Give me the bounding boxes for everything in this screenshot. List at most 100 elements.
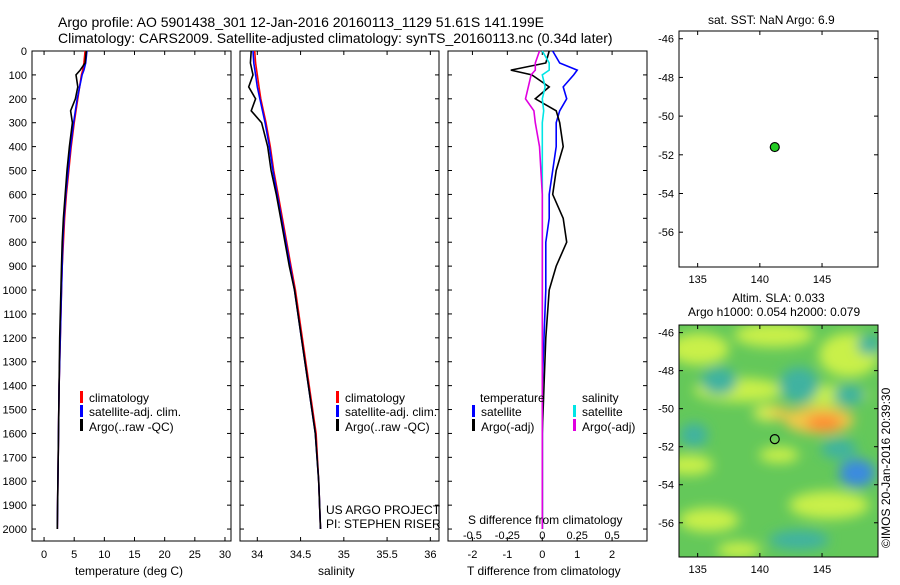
- legend-temperature-header: temperature: [480, 391, 545, 405]
- map-y-tick-label: -56: [658, 227, 674, 239]
- map-y-tick-label: -46: [658, 328, 674, 340]
- argo-location-point: [769, 141, 780, 153]
- depth-tick-label: 1200: [3, 333, 27, 345]
- difference-frame: [447, 50, 648, 542]
- depth-tick-label: 400: [9, 142, 27, 154]
- x-tick-label: 35: [338, 549, 350, 561]
- x-tick-label: -2: [468, 549, 478, 561]
- argo-location-point: [769, 433, 780, 445]
- sst-map-panel: sat. SST: NaN Argo: 6.9 135 140 145 -46 -48 -…: [658, 13, 879, 286]
- depth-tick-label: 500: [9, 166, 27, 178]
- x-tick-label: 34.5: [290, 549, 311, 561]
- legend-swatch-sal-satellite: [573, 405, 576, 417]
- map-y-tick-label: -48: [658, 72, 674, 84]
- legend-swatch-sal-argo: [573, 419, 576, 431]
- salinity-panel: 34 34.5 35 35.5 36 salinity climatology sate…: [239, 50, 441, 578]
- legend-swatch-argo: [80, 419, 83, 431]
- map-y-tick-label: -50: [658, 111, 674, 123]
- legend-swatch-climatology: [80, 391, 83, 403]
- legend-salinity-header: salinity: [582, 391, 619, 405]
- argo-line: [56, 50, 88, 530]
- legend-swatch-argo: [336, 419, 339, 431]
- x-tick-label: 25: [189, 549, 201, 561]
- sla-map-frame: [678, 324, 879, 558]
- depth-tick-label: 1900: [3, 500, 27, 512]
- map-x-tick-label: 135: [688, 274, 706, 286]
- x-tick-label: 35.5: [376, 549, 397, 561]
- legend-temp-argo: Argo(-adj): [481, 420, 534, 434]
- x-tick-label: 0: [41, 549, 47, 561]
- map-x-tick-label: 140: [751, 274, 769, 286]
- salinity-series: [247, 50, 322, 530]
- depth-tick-label: 300: [9, 118, 27, 130]
- legend-argo: Argo(..raw -QC): [345, 420, 430, 434]
- sla-heatmap: [679, 325, 878, 557]
- depth-tick-label: 1800: [3, 476, 27, 488]
- depth-tick-label: 1100: [3, 309, 27, 321]
- legend-temp-satellite: satellite: [481, 405, 522, 419]
- depth-tick-labels: 0 100 200 300 400 500 600 700 800 900 1000 1100 1200…: [3, 46, 27, 536]
- depth-tick-label: 200: [9, 94, 27, 106]
- map-y-tick-label: -54: [658, 188, 674, 200]
- legend-swatch-satellite: [80, 405, 83, 417]
- s-difference-tick-labels: -0.5 -0.25 0 0.25 0.5: [463, 530, 620, 542]
- legend-climatology: climatology: [345, 391, 405, 405]
- salinity-frame: [239, 50, 440, 542]
- depth-tick-label: 2000: [3, 524, 27, 536]
- depth-tick-label: 900: [9, 261, 27, 273]
- depth-tick-label: 1500: [3, 405, 27, 417]
- map-y-tick-label: -56: [658, 518, 674, 530]
- depth-tick-label: 1400: [3, 381, 27, 393]
- depth-tick-label: 600: [9, 189, 27, 201]
- s-tick-label: 0.25: [566, 530, 587, 542]
- x-tick-label: -1: [502, 549, 512, 561]
- depth-tick-label: 100: [9, 70, 27, 82]
- x-tick-label: 30: [219, 549, 231, 561]
- credit-pi: PI: STEPHEN RISER: [326, 517, 441, 531]
- temperature-frame: [31, 50, 232, 542]
- map-y-tick-label: -54: [658, 480, 674, 492]
- map-x-tick-label: 140: [751, 564, 769, 576]
- map-y-tick-label: -50: [658, 404, 674, 416]
- legend-swatch-climatology: [336, 391, 339, 403]
- depth-tick-label: 700: [9, 213, 27, 225]
- t-difference-tick-labels: -2 -1 0 1 2: [448, 50, 647, 561]
- x-tick-label: 0: [539, 549, 545, 561]
- map-x-tick-label: 145: [813, 274, 831, 286]
- legend-sal-argo: Argo(-adj): [582, 420, 635, 434]
- legend-satellite: satellite-adj. clim.: [89, 405, 181, 419]
- sla-map-argo-location: [769, 433, 780, 445]
- x-tick-label: 5: [71, 549, 77, 561]
- imos-credit: ©IMOS 20-Jan-2016 20:39:30: [879, 387, 893, 548]
- s-tick-label: -0.25: [495, 530, 520, 542]
- temperature-panel: 0100200300400500600700800900100011001200…: [3, 46, 232, 578]
- salinity-tick-labels: 34 34.5 35 35.5 36: [240, 50, 439, 561]
- credit-project: US ARGO PROJECT: [326, 503, 441, 517]
- legend-swatch-satellite: [336, 405, 339, 417]
- difference-panel: -2 -1 0 1 2 -0.5 -0.25 0 0.25 0.5 S difference f…: [447, 50, 648, 578]
- x-tick-label: 10: [98, 549, 110, 561]
- x-tick-label: 20: [159, 549, 171, 561]
- temperature-x-label: temperature (deg C): [75, 564, 183, 578]
- t-argo-diff-line: [510, 50, 568, 529]
- temperature-series: [56, 50, 88, 530]
- s-tick-label: 0.5: [604, 530, 619, 542]
- argo-line: [247, 50, 322, 530]
- sst-map-tick-labels: 135 140 145 -46 -48 -50 -52 -54 -56: [658, 31, 878, 286]
- depth-tick-label: 1300: [3, 357, 27, 369]
- difference-legend: temperature salinity satellite Argo(-adj…: [472, 391, 635, 434]
- depth-tick-label: 0: [21, 46, 27, 58]
- map-x-tick-label: 135: [688, 564, 706, 576]
- s-argo-diff-line: [524, 50, 544, 529]
- sla-map-panel: Altim. SLA: 0.033 Argo h1000: 0.054 h200…: [658, 291, 893, 576]
- sla-map-title-2: Argo h1000: 0.054 h2000: 0.079: [688, 305, 860, 319]
- depth-tick-label: 1700: [3, 452, 27, 464]
- salinity-x-label: salinity: [318, 564, 355, 578]
- map-y-tick-label: -46: [658, 34, 674, 46]
- difference-series: [510, 50, 579, 529]
- legend-sal-satellite: satellite: [582, 405, 623, 419]
- map-y-tick-label: -52: [658, 442, 674, 454]
- x-tick-label: 1: [574, 549, 580, 561]
- sst-map-title: sat. SST: NaN Argo: 6.9: [708, 13, 835, 27]
